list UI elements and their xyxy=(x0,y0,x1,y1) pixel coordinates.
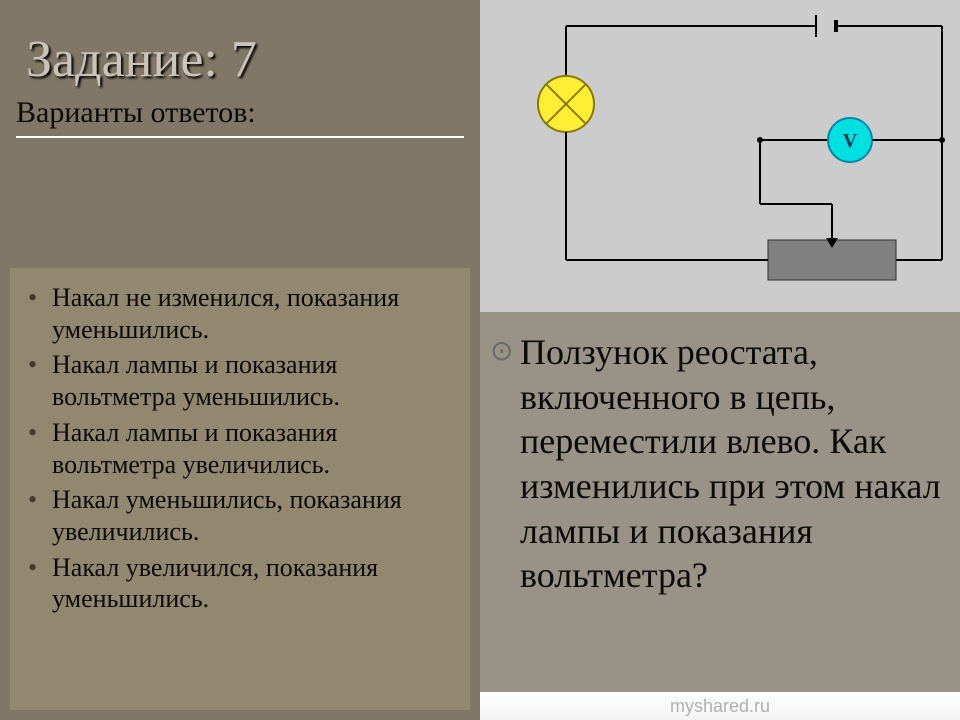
svg-text:V: V xyxy=(843,130,858,152)
circuit-diagram: V xyxy=(480,8,960,308)
option-item: Накал лампы и показания вольтметра умень… xyxy=(16,349,458,412)
option-item: Накал уменьшились, показания увеличились… xyxy=(16,484,458,547)
option-item: Накал лампы и показания вольтметра увели… xyxy=(16,417,458,480)
question-text: Ползунок реостата, включенного в цепь, п… xyxy=(490,330,944,598)
right-column: V ⊙ Ползунок реостата, включенного в цеп… xyxy=(480,0,960,720)
option-item: Накал не изменился, показания уменьшилис… xyxy=(16,282,458,345)
bullet-icon: ⊙ xyxy=(490,334,513,368)
answer-options: Накал не изменился, показания уменьшилис… xyxy=(10,268,470,710)
question-panel: ⊙ Ползунок реостата, включенного в цепь,… xyxy=(480,312,960,720)
left-column: Задание: 7 Варианты ответов: Накал не из… xyxy=(0,0,480,720)
watermark: myshared.ru xyxy=(480,692,960,720)
slide: Задание: 7 Варианты ответов: Накал не из… xyxy=(0,0,960,720)
option-item: Накал увеличился, показания уменьшились. xyxy=(16,552,458,615)
options-list: Накал не изменился, показания уменьшилис… xyxy=(16,282,458,615)
task-title: Задание: 7 xyxy=(26,30,257,89)
options-heading: Варианты ответов: xyxy=(16,96,464,138)
